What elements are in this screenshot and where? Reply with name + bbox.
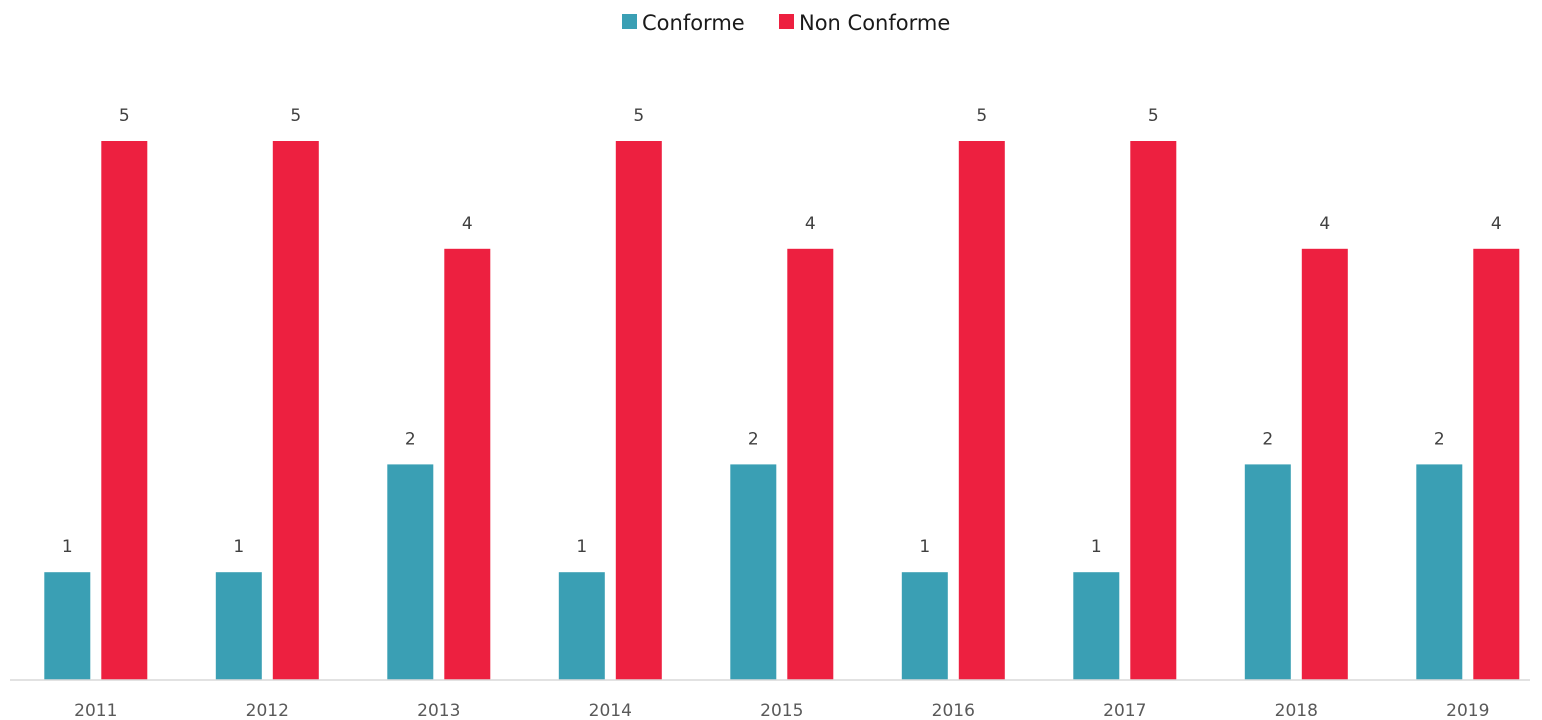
data-label-conforme-2016: 1 (919, 537, 930, 557)
legend-label-conforme: Conforme (642, 11, 745, 35)
bar-non-conforme-2016 (958, 141, 1005, 680)
data-label-conforme-2017: 1 (1091, 537, 1102, 557)
bar-conforme-2012 (215, 572, 262, 680)
x-tick-label-2011: 2011 (74, 701, 117, 720)
bar-non-conforme-2014 (615, 141, 662, 680)
data-label-non-conforme-2012: 5 (290, 106, 301, 126)
data-label-conforme-2012: 1 (233, 537, 244, 557)
x-tick-label-2013: 2013 (417, 701, 460, 720)
data-label-conforme-2013: 2 (405, 429, 416, 449)
data-label-conforme-2018: 2 (1262, 429, 1273, 449)
bar-non-conforme-2018 (1301, 248, 1348, 681)
data-label-non-conforme-2018: 4 (1319, 214, 1330, 234)
x-tick-label-2014: 2014 (589, 701, 632, 720)
data-label-non-conforme-2014: 5 (633, 106, 644, 126)
x-axis-ticks: 2011 2012 2013 2014 2015 2016 2017 2018 2019 (74, 701, 1489, 720)
bar-non-conforme-2012 (272, 141, 319, 680)
data-label-non-conforme-2015: 4 (805, 214, 816, 234)
bar-non-conforme-2017 (1130, 141, 1177, 680)
legend-swatch-non-conforme (779, 14, 794, 29)
x-tick-label-2015: 2015 (760, 701, 803, 720)
data-label-conforme-2019: 2 (1434, 429, 1445, 449)
x-tick-label-2016: 2016 (932, 701, 975, 720)
data-label-non-conforme-2017: 5 (1148, 106, 1159, 126)
bar-non-conforme-2013 (444, 248, 491, 681)
x-tick-label-2017: 2017 (1103, 701, 1146, 720)
legend: Conforme Non Conforme (622, 11, 950, 35)
data-label-non-conforme-2019: 4 (1491, 214, 1502, 234)
bar-non-conforme-2011 (101, 141, 148, 680)
bar-non-conforme-2019 (1473, 248, 1520, 681)
bar-conforme-2018 (1244, 464, 1291, 680)
data-label-conforme-2015: 2 (748, 429, 759, 449)
x-tick-label-2018: 2018 (1275, 701, 1318, 720)
bar-conforme-2019 (1416, 464, 1463, 680)
x-tick-label-2019: 2019 (1446, 701, 1489, 720)
bar-conforme-2015 (730, 464, 777, 680)
plot-area: 1 5 1 5 2 4 1 5 2 4 1 5 1 5 2 4 2 4 (44, 106, 1520, 681)
bar-non-conforme-2015 (787, 248, 834, 681)
data-label-non-conforme-2013: 4 (462, 214, 473, 234)
x-tick-label-2012: 2012 (246, 701, 289, 720)
data-label-non-conforme-2016: 5 (976, 106, 987, 126)
bar-conforme-2017 (1073, 572, 1120, 680)
data-label-non-conforme-2011: 5 (119, 106, 130, 126)
legend-swatch-conforme (622, 14, 637, 29)
data-label-conforme-2014: 1 (576, 537, 587, 557)
bar-conforme-2013 (387, 464, 434, 680)
bar-conforme-2011 (44, 572, 91, 680)
legend-label-non-conforme: Non Conforme (799, 11, 950, 35)
bar-conforme-2016 (901, 572, 948, 680)
bar-conforme-2014 (558, 572, 605, 680)
data-label-conforme-2011: 1 (62, 537, 73, 557)
